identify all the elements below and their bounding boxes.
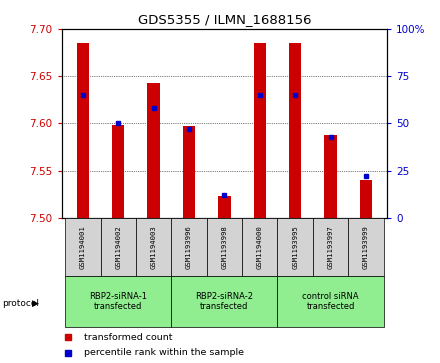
Bar <box>313 218 348 276</box>
Title: GDS5355 / ILMN_1688156: GDS5355 / ILMN_1688156 <box>138 13 311 26</box>
Text: protocol: protocol <box>2 299 39 307</box>
Text: GSM1193999: GSM1193999 <box>363 225 369 269</box>
Bar <box>253 43 266 218</box>
Bar <box>207 218 242 276</box>
Text: percentile rank within the sample: percentile rank within the sample <box>84 348 244 357</box>
Text: GSM1193996: GSM1193996 <box>186 225 192 269</box>
Bar <box>100 218 136 276</box>
Bar <box>289 43 301 218</box>
Text: GSM1193995: GSM1193995 <box>292 225 298 269</box>
Text: GSM1194000: GSM1194000 <box>257 225 263 269</box>
Bar <box>65 218 100 276</box>
Text: GSM1193997: GSM1193997 <box>327 225 334 269</box>
Bar <box>242 218 278 276</box>
Text: transformed count: transformed count <box>84 333 173 342</box>
Bar <box>77 43 89 218</box>
Bar <box>324 135 337 218</box>
Bar <box>218 196 231 218</box>
Bar <box>65 276 171 327</box>
Bar <box>147 83 160 218</box>
Bar <box>278 276 384 327</box>
Text: GSM1194003: GSM1194003 <box>150 225 157 269</box>
Bar <box>183 126 195 218</box>
Text: GSM1193998: GSM1193998 <box>221 225 227 269</box>
Bar <box>171 218 207 276</box>
Bar <box>360 180 372 218</box>
Text: ▶: ▶ <box>32 299 39 307</box>
Text: RBP2-siRNA-1
transfected: RBP2-siRNA-1 transfected <box>89 291 147 311</box>
Bar <box>278 218 313 276</box>
Bar <box>171 276 278 327</box>
Bar <box>348 218 384 276</box>
Bar <box>136 218 171 276</box>
Text: RBP2-siRNA-2
transfected: RBP2-siRNA-2 transfected <box>195 291 253 311</box>
Bar <box>112 125 125 218</box>
Text: control siRNA
transfected: control siRNA transfected <box>302 291 359 311</box>
Text: GSM1194001: GSM1194001 <box>80 225 86 269</box>
Text: GSM1194002: GSM1194002 <box>115 225 121 269</box>
